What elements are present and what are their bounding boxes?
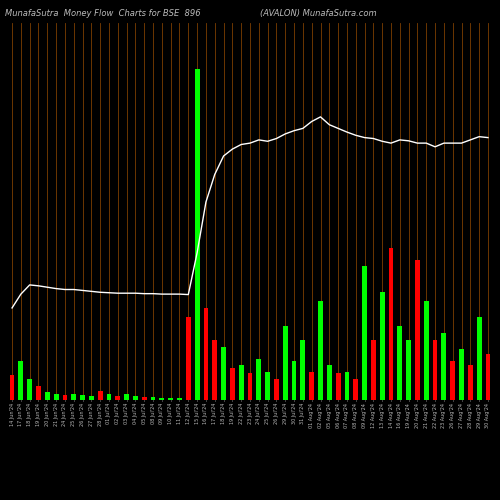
Bar xyxy=(194,68,200,400)
Bar xyxy=(256,358,261,400)
Bar xyxy=(380,292,384,400)
Text: MunafaSutra  Money Flow  Charts for BSE  896: MunafaSutra Money Flow Charts for BSE 89… xyxy=(5,9,200,18)
Bar xyxy=(36,386,41,400)
Bar xyxy=(310,372,314,400)
Bar xyxy=(72,394,76,400)
Bar xyxy=(450,361,455,400)
Bar xyxy=(300,340,306,400)
Bar xyxy=(124,394,129,400)
Bar xyxy=(89,396,94,400)
Bar xyxy=(62,396,68,400)
Bar xyxy=(98,391,102,400)
Bar xyxy=(45,392,50,400)
Bar xyxy=(142,397,146,400)
Bar xyxy=(344,372,350,400)
Bar xyxy=(336,374,340,400)
Bar xyxy=(415,260,420,400)
Bar xyxy=(230,368,235,400)
Bar xyxy=(28,380,32,400)
Bar xyxy=(18,361,24,400)
Bar xyxy=(432,340,438,400)
Bar xyxy=(186,317,190,400)
Bar xyxy=(442,333,446,400)
Bar xyxy=(486,354,490,400)
Text: (AVALON) MunafaSutra.com: (AVALON) MunafaSutra.com xyxy=(260,9,376,18)
Bar xyxy=(388,248,394,400)
Bar xyxy=(327,366,332,400)
Bar xyxy=(160,398,164,400)
Bar xyxy=(283,326,288,400)
Bar xyxy=(476,317,482,400)
Bar xyxy=(54,394,59,400)
Bar xyxy=(150,397,156,400)
Bar xyxy=(406,340,411,400)
Bar xyxy=(221,347,226,400)
Bar xyxy=(133,396,138,400)
Bar xyxy=(424,301,428,400)
Bar xyxy=(212,340,217,400)
Bar xyxy=(10,374,14,400)
Bar xyxy=(239,366,244,400)
Bar xyxy=(362,266,367,400)
Bar xyxy=(106,394,112,400)
Bar xyxy=(371,340,376,400)
Bar xyxy=(292,361,296,400)
Bar xyxy=(265,372,270,400)
Bar xyxy=(80,396,85,400)
Bar xyxy=(468,366,472,400)
Bar xyxy=(168,398,173,400)
Bar xyxy=(116,396,120,400)
Bar xyxy=(354,380,358,400)
Bar xyxy=(274,380,279,400)
Bar xyxy=(177,398,182,400)
Bar xyxy=(318,301,323,400)
Bar xyxy=(248,374,252,400)
Bar xyxy=(398,326,402,400)
Bar xyxy=(204,308,208,400)
Bar xyxy=(459,350,464,400)
